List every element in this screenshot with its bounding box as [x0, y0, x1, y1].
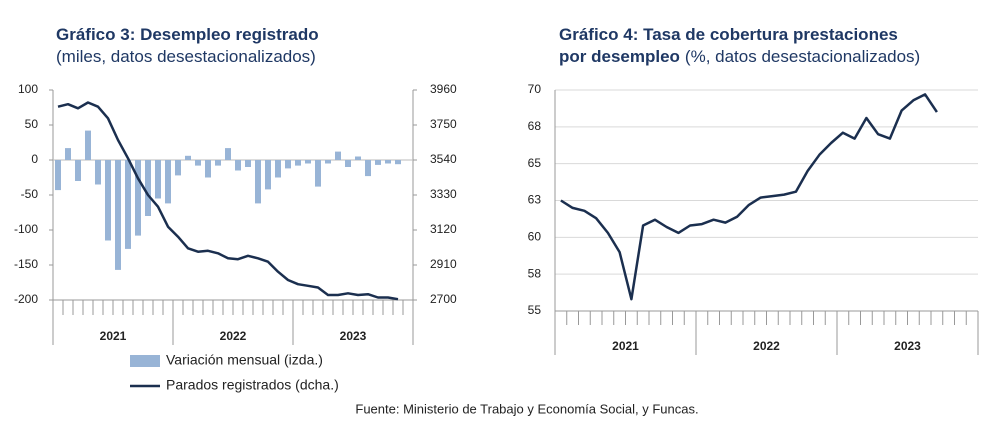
- bar: [65, 148, 71, 160]
- bar: [145, 160, 151, 216]
- y-tick-label: 0: [31, 152, 38, 166]
- y2-tick-label: 3750: [430, 117, 457, 131]
- y-tick-label: 68: [528, 119, 542, 133]
- chart-title: Gráfico 4: Tasa de cobertura prestacione…: [559, 25, 898, 44]
- x-tick-label: 2021: [612, 339, 639, 353]
- y-tick-label: 60: [528, 230, 542, 244]
- y-tick-label: -200: [14, 292, 38, 306]
- y2-tick-label: 2700: [430, 292, 457, 306]
- bar: [225, 148, 231, 160]
- bar: [215, 160, 221, 166]
- y-tick-label: 70: [528, 82, 542, 96]
- x-tick-label: 2022: [753, 339, 780, 353]
- bar: [135, 160, 141, 236]
- x-tick-label: 2021: [100, 329, 127, 343]
- legend-swatch: [130, 355, 160, 367]
- bar: [315, 160, 321, 187]
- line-series: [57, 101, 399, 301]
- bar: [335, 151, 341, 160]
- bar: [375, 160, 381, 165]
- bar: [295, 160, 301, 166]
- bar: [275, 160, 281, 178]
- bar: [115, 160, 121, 270]
- y-tick-label: 65: [528, 156, 542, 170]
- y2-tick-label: 3540: [430, 152, 457, 166]
- chart-title: Gráfico 3: Desempleo registrado: [56, 25, 319, 44]
- source-note: Fuente: Ministerio de Trabajo y Economía…: [355, 401, 698, 416]
- y-tick-label: 50: [25, 117, 39, 131]
- bar: [325, 160, 331, 164]
- bar: [55, 160, 61, 191]
- bar: [185, 155, 191, 160]
- x-tick-label: 2023: [340, 329, 367, 343]
- bar: [395, 160, 401, 165]
- y2-tick-label: 3330: [430, 187, 457, 201]
- legend-label: Variación mensual (izda.): [166, 352, 323, 368]
- bar: [95, 160, 101, 185]
- chart-subtitle: (miles, datos desestacionalizados): [56, 47, 316, 66]
- bar: [245, 160, 251, 167]
- bar: [165, 160, 171, 204]
- y-tick-label: -150: [14, 257, 38, 271]
- y-tick-label: 100: [18, 82, 38, 96]
- y-tick-label: 55: [528, 303, 542, 317]
- y2-tick-label: 3960: [430, 82, 457, 96]
- x-tick-label: 2023: [894, 339, 921, 353]
- chart-subtitle: (%, datos desestacionalizados): [685, 47, 920, 66]
- bar: [195, 160, 201, 166]
- bar: [285, 160, 291, 169]
- bar: [105, 160, 111, 241]
- bar: [265, 160, 271, 190]
- bar: [355, 156, 361, 160]
- y-tick-label: 58: [528, 266, 542, 280]
- legend-label: Parados registrados (dcha.): [166, 377, 339, 393]
- bar: [345, 160, 351, 167]
- bar: [235, 160, 241, 171]
- y2-tick-label: 2910: [430, 257, 457, 271]
- bar: [205, 160, 211, 178]
- bar: [85, 130, 91, 160]
- bar: [125, 160, 131, 249]
- y-tick-label: -100: [14, 222, 38, 236]
- bar: [175, 160, 181, 176]
- bar: [255, 160, 261, 204]
- y-tick-label: 63: [528, 193, 542, 207]
- bar: [155, 160, 161, 199]
- line-series: [560, 93, 938, 301]
- y-tick-label: -50: [21, 187, 39, 201]
- x-tick-label: 2022: [220, 329, 247, 343]
- bar: [365, 160, 371, 177]
- bar: [75, 160, 81, 181]
- bar: [305, 160, 311, 164]
- bar: [385, 160, 391, 164]
- chart-title: por desempleo: [559, 47, 680, 66]
- y2-tick-label: 3120: [430, 222, 457, 236]
